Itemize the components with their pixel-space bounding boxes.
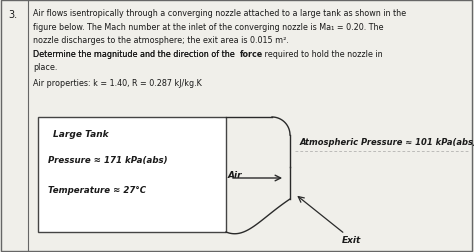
Text: Pressure ≈ 171 kPa(abs): Pressure ≈ 171 kPa(abs) [48, 155, 168, 164]
Text: Atmospheric Pressure ≈ 101 kPa(abs): Atmospheric Pressure ≈ 101 kPa(abs) [300, 137, 474, 146]
Text: Temperature ≈ 27°C: Temperature ≈ 27°C [48, 185, 146, 194]
Text: Air flows isentropically through a converging nozzle attached to a large tank as: Air flows isentropically through a conve… [33, 9, 406, 18]
Text: force: force [240, 49, 263, 58]
Text: nozzle discharges to the atmosphere; the exit area is 0.015 m².: nozzle discharges to the atmosphere; the… [33, 36, 289, 45]
Bar [38, 117, 226, 232]
Text: Air properties: k = 1.40, R = 0.287 kJ/kg.K: Air properties: k = 1.40, R = 0.287 kJ/k… [33, 78, 202, 87]
Text: 3.: 3. [8, 10, 17, 20]
Text: figure below. The Mach number at the inlet of the converging nozzle is Ma₁ = 0.2: figure below. The Mach number at the inl… [33, 22, 383, 32]
Text: Determine the magnitude and the direction of the ​force​ required to hold the no: Determine the magnitude and the directio… [33, 49, 379, 58]
Text: Large Tank: Large Tank [53, 130, 109, 138]
Text: Determine the magnitude and the direction of the: Determine the magnitude and the directio… [33, 49, 237, 58]
Text: required to hold the nozzle in: required to hold the nozzle in [262, 49, 383, 58]
Text: Exit: Exit [342, 235, 361, 244]
Text: Air: Air [228, 170, 243, 179]
Text: Determine the magnitude and the direction of the: Determine the magnitude and the directio… [33, 49, 237, 58]
Text: place.: place. [33, 63, 57, 72]
